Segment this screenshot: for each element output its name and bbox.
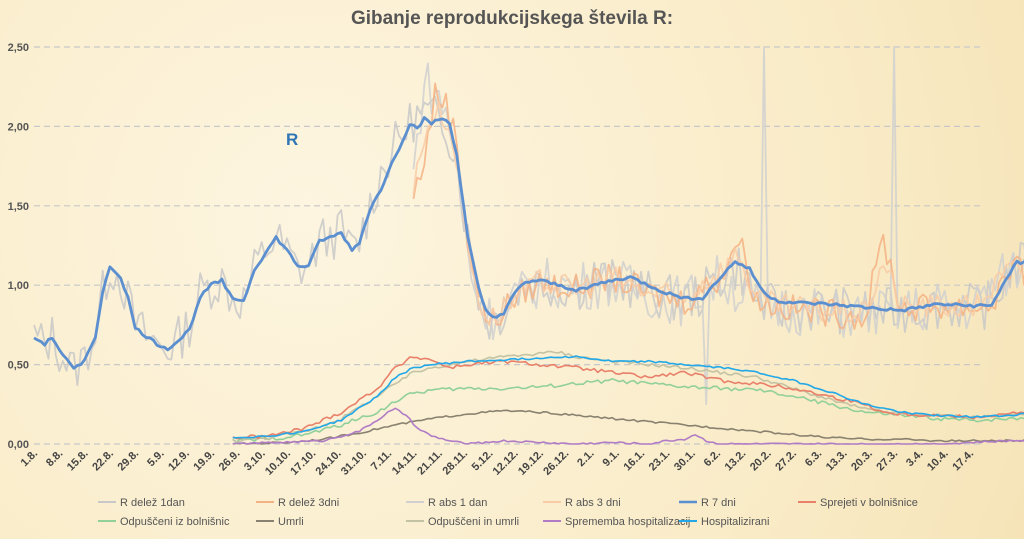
- series-r_7dni: [33, 116, 1024, 370]
- x-tick-label: 23.1.: [647, 448, 673, 474]
- x-tick-label: 17.10.: [288, 448, 318, 478]
- x-tick-label: 6.3.: [803, 448, 824, 469]
- series-sprememba: [232, 407, 1024, 445]
- y-tick-label: 1,00: [8, 280, 29, 292]
- legend-label: R 7 dni: [701, 497, 736, 509]
- legend: R delež 1dan R delež 3dni R abs 1 dan R abs…: [98, 497, 918, 528]
- x-tick-label: 12.9.: [166, 448, 192, 474]
- x-tick-label: 19.12.: [516, 448, 546, 478]
- y-tick-label: 1,50: [8, 201, 29, 213]
- legend-label: Odpuščeni iz bolnišnic: [120, 516, 230, 528]
- x-tick-label: 22.8.: [90, 448, 116, 474]
- x-tick-label: 10.4.: [925, 448, 951, 474]
- legend-label: Umrli: [278, 516, 304, 528]
- y-tick-label: 0,50: [8, 360, 29, 372]
- series-r_abs_3dni: [412, 101, 1024, 327]
- x-tick-label: 28.11.: [440, 448, 470, 478]
- x-tick-label: 30.1.: [672, 448, 698, 474]
- y-tick-label: 2,50: [8, 42, 29, 54]
- x-tick-label: 16.1.: [621, 448, 647, 474]
- x-tick-label: 19.9.: [191, 448, 217, 474]
- series-hospitalizirani: [232, 355, 1024, 439]
- x-tick-label: 13.2.: [723, 448, 749, 474]
- legend-label: Hospitalizirani: [701, 516, 769, 528]
- series-sprejeti: [232, 356, 1024, 440]
- legend-label: Sprememba hospitalizacij: [565, 516, 690, 528]
- legend-label: Sprejeti v bolnišnice: [820, 497, 918, 509]
- x-tick-label: 31.10.: [339, 448, 369, 478]
- series-umrli: [232, 409, 1024, 445]
- legend-label: Odpuščeni in umrli: [428, 516, 519, 528]
- series-r_delez_1dan: [33, 95, 1024, 387]
- chart-title: Gibanje reprodukcijskega števila R:: [350, 8, 674, 29]
- x-tick-label: 10.10.: [263, 448, 293, 478]
- x-tick-label: 24.10.: [314, 448, 344, 478]
- x-tick-label: 20.3.: [849, 448, 875, 474]
- x-tick-label: 17.4.: [950, 448, 976, 474]
- x-tick-label: 12.12.: [491, 448, 521, 478]
- y-tick-label: 2,00: [8, 121, 29, 133]
- legend-label: R delež 3dni: [278, 497, 339, 509]
- series-odpusceni: [232, 378, 1024, 444]
- x-axis: 1.8. 8.8. 15.8. 22.8. 29.8. 5.9. 12.9. 19.9. 26.…: [19, 448, 976, 478]
- legend-label: R delež 1dan: [120, 497, 185, 509]
- y-tick-label: 0,00: [8, 439, 29, 451]
- x-tick-label: 8.8.: [44, 448, 65, 469]
- x-tick-label: 6.2.: [702, 448, 723, 469]
- x-tick-label: 9.1.: [600, 448, 621, 469]
- r-annotation: R: [286, 130, 298, 149]
- x-tick-label: 27.3.: [874, 448, 900, 474]
- x-tick-label: 27.2.: [773, 448, 799, 474]
- x-tick-label: 26.12.: [541, 448, 571, 478]
- legend-label: R abs 1 dan: [428, 497, 487, 509]
- x-tick-label: 26.9.: [217, 448, 243, 474]
- y-axis: 0,00 0,50 1,00 1,50 2,00 2,50: [8, 42, 29, 451]
- x-tick-label: 14.11.: [390, 448, 420, 478]
- legend-label: R abs 3 dni: [565, 497, 621, 509]
- series-r_abs_1dan: [412, 46, 1024, 406]
- x-tick-label: 21.11.: [415, 448, 445, 478]
- x-tick-label: 15.8.: [65, 448, 91, 474]
- x-tick-label: 13.3.: [824, 448, 850, 474]
- x-tick-label: 5.9.: [145, 448, 166, 469]
- series-r_delez_3dni: [412, 82, 1024, 330]
- grid-lines: [34, 46, 982, 445]
- x-tick-label: 29.8.: [116, 448, 142, 474]
- series-lines: [33, 46, 1024, 445]
- x-tick-label: 3.4.: [904, 448, 925, 469]
- x-tick-label: 2.1.: [575, 448, 596, 469]
- x-tick-label: 20.2.: [748, 448, 774, 474]
